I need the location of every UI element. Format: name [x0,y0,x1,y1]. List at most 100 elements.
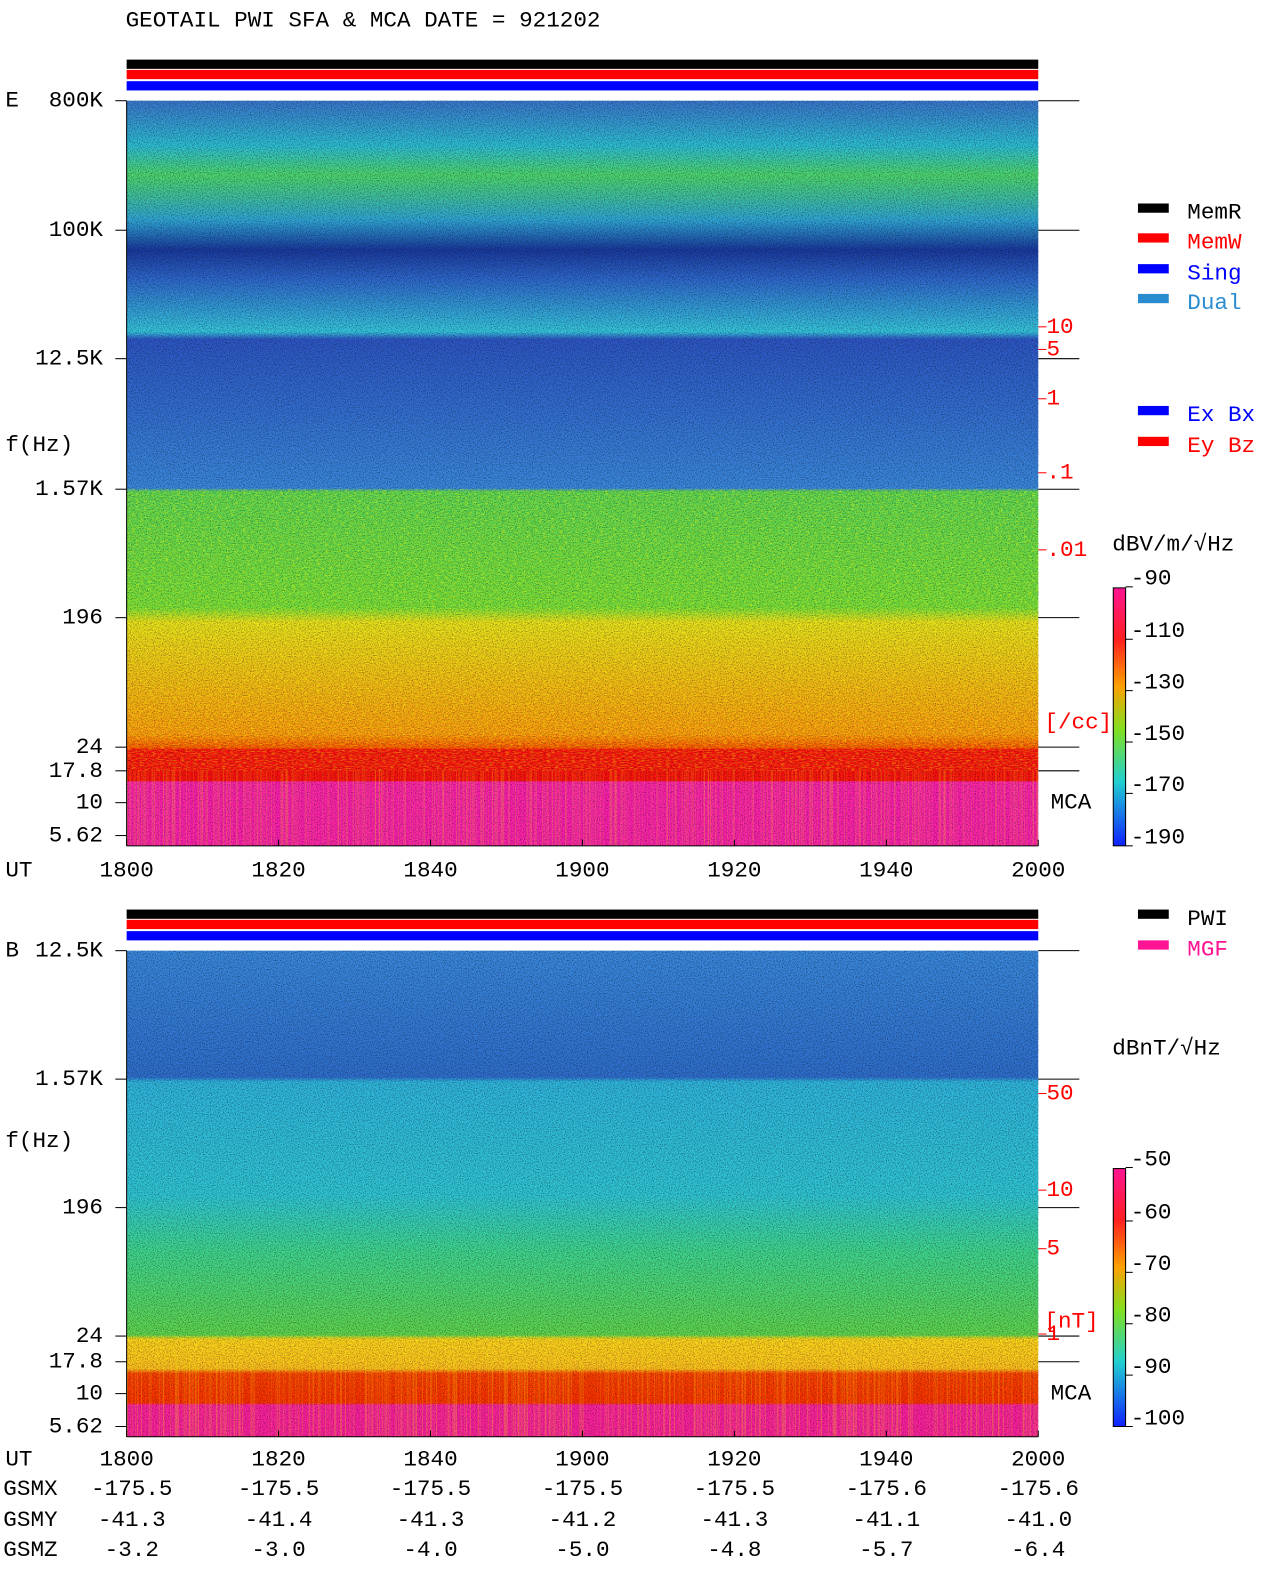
status-bar [126,69,1039,80]
y-tick-label: 196 [62,605,103,631]
legend-swatch [1137,436,1169,447]
x-tick-label: 2000 [1011,857,1065,883]
legend-label: PWI [1187,906,1228,932]
x-tick-label: 1940 [859,857,913,883]
x-axis-label: UT [5,1446,32,1472]
density-label: .01 [1046,537,1087,563]
x-tick-label: 1820 [251,857,305,883]
orbit-value: -41.0 [1004,1507,1072,1533]
legend-swatch [1137,940,1169,950]
orbit-name: GSMY [3,1507,58,1533]
orbit-value: -6.4 [1011,1537,1065,1563]
legend-label: Ey Bz [1187,433,1255,459]
colorbar-label: -70 [1131,1251,1172,1277]
legend-swatch [1137,293,1169,304]
spectrogram-streaks [126,489,1039,771]
y-tick-label: 800K [49,88,104,114]
colorbar-label: -130 [1131,669,1185,695]
colorbar [1112,1168,1127,1428]
density-unit: [/cc] [1044,709,1112,735]
colorbar-label: -80 [1131,1302,1172,1328]
density-label: 5 [1046,1236,1060,1262]
legend-swatch [1137,909,1169,919]
legend-label: Ex Bx [1187,402,1255,428]
plots: GEOTAIL PWI SFA & MCA DATE = 921202 Ef(Hz… [3,8,1255,1563]
x-tick-label: 1820 [251,1446,305,1472]
density-label: 1 [1046,1321,1060,1347]
orbit-value: -175.6 [846,1476,927,1502]
orbit-name: GSMZ [3,1537,57,1563]
legend-swatch [1137,264,1169,274]
y-axis-label: f(Hz) [5,1128,73,1154]
y-tick-label: 5.62 [49,823,103,849]
orbit-value: -5.7 [859,1537,913,1563]
x-tick-label: 2000 [1011,1446,1065,1472]
x-tick-label: 1920 [707,1446,761,1472]
orbit-value: -175.6 [998,1476,1079,1502]
orbit-value: -3.2 [105,1537,159,1563]
legend-label: MGF [1187,937,1228,963]
density-label: .1 [1046,460,1073,486]
y-tick-label: 17.8 [49,758,103,784]
colorbar-label: -90 [1131,1354,1172,1380]
legend-swatch [1137,405,1169,416]
mca-bars [126,1361,1039,1437]
x-axis-label: UT [5,857,32,883]
y-tick-label: 1.57K [35,476,103,502]
panel-label: E [5,88,19,114]
orbit-value: -41.3 [98,1507,166,1533]
orbit-value: -41.1 [852,1507,920,1533]
orbit-value: -41.4 [245,1507,313,1533]
x-tick-label: 1800 [100,857,154,883]
legend-swatch [1137,203,1169,213]
colorbar-unit: dBnT/√Hz [1112,1035,1221,1061]
orbit-value: -3.0 [251,1537,305,1563]
x-tick-label: 1900 [555,857,609,883]
mca-label: MCA [1051,790,1092,816]
orbit-name: GSMX [3,1476,58,1502]
status-bar [126,931,1039,941]
y-tick-label: 12.5K [35,938,103,964]
status-bar [126,919,1039,930]
density-label: 50 [1046,1080,1073,1106]
colorbar-label: -90 [1131,566,1172,592]
panel-label: B [5,938,19,964]
status-bar [126,81,1039,91]
legend-label: Sing [1187,260,1241,286]
status-bar [126,59,1039,69]
density-label: 10 [1046,1177,1073,1203]
colorbar [1112,587,1127,847]
density-unit: [nT] [1044,1309,1098,1335]
colorbar-label: -170 [1131,772,1185,798]
y-tick-label: 17.8 [49,1349,103,1375]
x-tick-label: 1840 [403,857,457,883]
orbit-value: -175.5 [390,1476,471,1502]
colorbar-label: -50 [1131,1146,1172,1172]
y-tick-label: 5.62 [49,1413,103,1439]
colorbar-label: -60 [1131,1200,1172,1226]
orbit-value: -41.3 [700,1507,768,1533]
y-tick-label: 10 [76,1381,103,1407]
legend-label: MemR [1187,200,1241,226]
x-tick-label: 1800 [100,1446,154,1472]
y-tick-label: 100K [49,217,104,243]
x-tick-label: 1900 [555,1446,609,1472]
colorbar-label: -100 [1131,1405,1185,1431]
x-tick-label: 1940 [859,1446,913,1472]
orbit-value: -41.3 [397,1507,465,1533]
status-bar [126,909,1039,919]
density-label: 1 [1046,386,1060,412]
y-tick-label: 10 [76,790,103,816]
legend-swatch [1137,233,1169,243]
colorbar-label: -150 [1131,721,1185,747]
y-tick-label: 196 [62,1195,103,1221]
density-label: 10 [1046,314,1073,340]
x-tick-label: 1920 [707,857,761,883]
density-label: 5 [1046,336,1060,362]
colorbar-unit: dBV/m/√Hz [1112,532,1234,558]
mca-bars [126,770,1039,846]
orbit-value: -41.2 [549,1507,617,1533]
orbit-value: -175.5 [91,1476,172,1502]
